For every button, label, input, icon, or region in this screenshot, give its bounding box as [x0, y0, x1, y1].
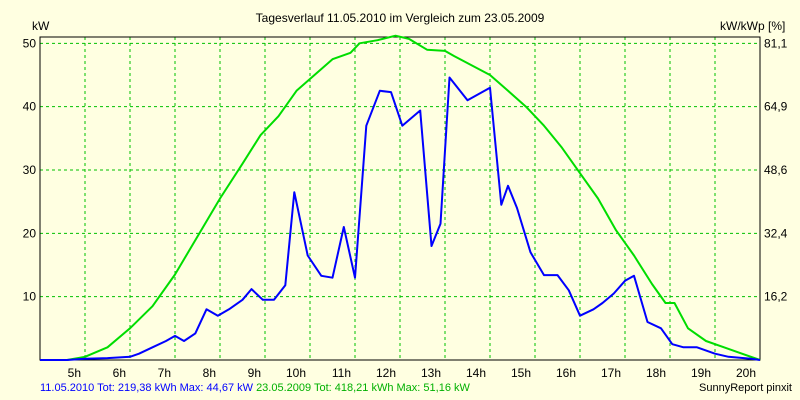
x-tick-label: 5h [68, 366, 81, 380]
y2-tick-label: 32,4 [764, 226, 788, 240]
y2-tick-label: 16,2 [764, 290, 788, 304]
y2-tick-label: 64,9 [764, 100, 788, 114]
x-tick-label: 13h [421, 366, 441, 380]
x-tick-label: 12h [376, 366, 396, 380]
x-tick-label: 16h [556, 366, 576, 380]
series-line-11.05.2010 [40, 76, 761, 361]
x-tick-label: 14h [466, 366, 486, 380]
series-layer [40, 34, 761, 361]
series-line-23.05.2009 [40, 34, 761, 361]
y2-axis-ticks: 16,2 32,4 48,6 64,9 81,1 [764, 36, 788, 303]
x-tick-label: 10h [286, 366, 306, 380]
y-tick-label: 50 [23, 36, 37, 50]
y2-tick-label: 81,1 [764, 36, 788, 50]
y-axis-label: kW [32, 19, 50, 33]
series-1-summary: 11.05.2010 Tot: 219,38 kWh Max: 44,67 kW [40, 382, 253, 394]
x-tick-label: 19h [691, 366, 711, 380]
x-tick-label: 9h [248, 366, 261, 380]
x-tick-label: 8h [203, 366, 216, 380]
x-tick-label: 7h [158, 366, 171, 380]
y-tick-label: 20 [23, 226, 37, 240]
x-tick-label: 11h [332, 366, 351, 380]
y-axis-ticks: 10 20 30 40 50 [23, 36, 37, 303]
x-tick-label: 15h [511, 366, 531, 380]
x-tick-label: 6h [113, 366, 126, 380]
chart-footer-summary: 11.05.2010 Tot: 219,38 kWh Max: 44,67 kW… [40, 382, 470, 394]
y2-tick-label: 48,6 [764, 163, 788, 177]
y2-axis-label: kW/kWp [%] [720, 19, 785, 33]
credit-text: SunnyReport pinxit [699, 382, 792, 394]
series-2-summary: 23.05.2009 Tot: 418,21 kWh Max: 51,16 kW [256, 382, 470, 394]
x-tick-label: 18h [646, 366, 666, 380]
x-tick-label: 20h [736, 366, 756, 380]
y-tick-label: 30 [23, 163, 37, 177]
chart-title: Tagesverlauf 11.05.2010 im Vergleich zum… [256, 11, 545, 25]
y-tick-label: 10 [23, 290, 37, 304]
y-tick-label: 40 [23, 100, 37, 114]
x-axis-ticks: 5h 6h 7h 8h 9h 10h 11h 12h 13h 14h 15h 16h 17h 18h 19h… [68, 366, 756, 380]
x-tick-label: 17h [601, 366, 621, 380]
